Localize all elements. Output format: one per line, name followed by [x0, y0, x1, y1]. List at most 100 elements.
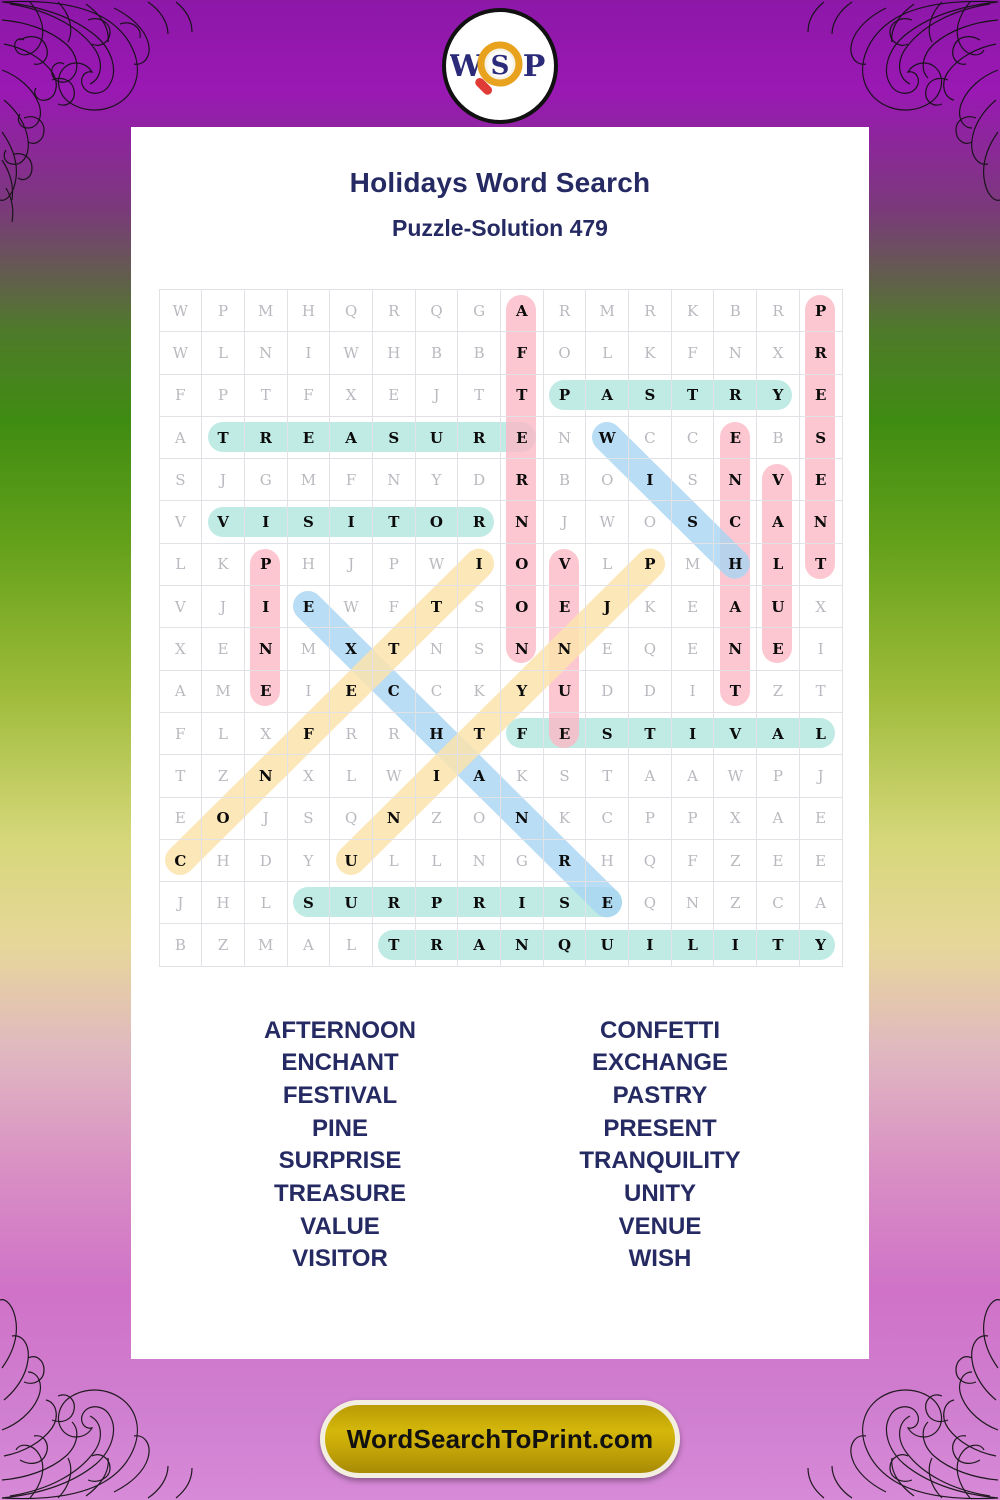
grid-cell[interactable]: P: [670, 796, 715, 840]
grid-cell[interactable]: Y: [500, 669, 544, 713]
grid-cell[interactable]: P: [542, 373, 587, 417]
grid-cell[interactable]: E: [798, 838, 843, 883]
grid-cell[interactable]: U: [329, 881, 373, 925]
grid-cell[interactable]: R: [243, 415, 288, 460]
grid-cell[interactable]: C: [670, 415, 715, 460]
grid-cell[interactable]: V: [201, 500, 245, 544]
grid-cell[interactable]: O: [457, 796, 501, 840]
grid-cell[interactable]: O: [201, 796, 245, 840]
grid-cell[interactable]: Z: [713, 881, 758, 925]
grid-cell[interactable]: T: [798, 669, 843, 713]
grid-cell[interactable]: O: [628, 500, 672, 544]
grid-cell[interactable]: N: [713, 627, 758, 671]
grid-cell[interactable]: S: [542, 754, 587, 798]
grid-cell[interactable]: Q: [329, 288, 373, 333]
grid-cell[interactable]: S: [542, 881, 587, 925]
grid-cell[interactable]: Z: [414, 796, 459, 840]
grid-cell[interactable]: B: [414, 331, 459, 375]
grid-cell[interactable]: E: [670, 585, 715, 629]
grid-cell[interactable]: T: [457, 711, 501, 756]
grid-cell[interactable]: X: [756, 331, 800, 375]
grid-cell[interactable]: I: [329, 500, 373, 544]
grid-cell[interactable]: Z: [713, 838, 758, 883]
grid-cell[interactable]: T: [585, 754, 630, 798]
grid-cell[interactable]: T: [670, 373, 715, 417]
grid-cell[interactable]: B: [756, 415, 800, 460]
grid-cell[interactable]: X: [329, 627, 373, 671]
grid-cell[interactable]: A: [798, 881, 843, 925]
grid-cell[interactable]: P: [414, 881, 459, 925]
grid-cell[interactable]: C: [414, 669, 459, 713]
grid-cell[interactable]: L: [201, 331, 245, 375]
grid-cell[interactable]: I: [286, 331, 331, 375]
grid-cell[interactable]: N: [542, 415, 587, 460]
grid-cell[interactable]: F: [158, 373, 203, 417]
grid-cell[interactable]: E: [756, 838, 800, 883]
grid-cell[interactable]: F: [371, 585, 416, 629]
grid-cell[interactable]: M: [286, 627, 331, 671]
grid-cell[interactable]: X: [158, 627, 203, 671]
grid-cell[interactable]: J: [201, 585, 245, 629]
grid-cell[interactable]: N: [243, 754, 288, 798]
grid-cell[interactable]: L: [329, 923, 373, 967]
grid-cell[interactable]: S: [628, 373, 672, 417]
grid-cell[interactable]: J: [542, 500, 587, 544]
grid-cell[interactable]: U: [585, 923, 630, 967]
grid-cell[interactable]: H: [414, 711, 459, 756]
grid-cell[interactable]: S: [585, 711, 630, 756]
grid-cell[interactable]: F: [158, 711, 203, 756]
grid-cell[interactable]: D: [585, 669, 630, 713]
grid-cell[interactable]: A: [628, 754, 672, 798]
grid-cell[interactable]: T: [243, 373, 288, 417]
grid-cell[interactable]: N: [243, 331, 288, 375]
grid-cell[interactable]: E: [798, 796, 843, 840]
grid-cell[interactable]: M: [243, 288, 288, 333]
grid-cell[interactable]: A: [670, 754, 715, 798]
grid-cell[interactable]: P: [243, 542, 288, 587]
grid-cell[interactable]: N: [798, 500, 843, 544]
grid-cell[interactable]: A: [756, 796, 800, 840]
grid-cell[interactable]: X: [286, 754, 331, 798]
grid-cell[interactable]: F: [670, 838, 715, 883]
grid-cell[interactable]: N: [243, 627, 288, 671]
grid-cell[interactable]: F: [670, 331, 715, 375]
grid-cell[interactable]: L: [414, 838, 459, 883]
grid-cell[interactable]: E: [371, 373, 416, 417]
grid-cell[interactable]: F: [500, 711, 544, 756]
grid-cell[interactable]: T: [371, 500, 416, 544]
grid-cell[interactable]: W: [371, 754, 416, 798]
grid-cell[interactable]: Q: [628, 627, 672, 671]
grid-cell[interactable]: S: [457, 585, 501, 629]
grid-cell[interactable]: T: [457, 373, 501, 417]
grid-cell[interactable]: H: [371, 331, 416, 375]
grid-cell[interactable]: H: [286, 288, 331, 333]
grid-cell[interactable]: X: [243, 711, 288, 756]
grid-cell[interactable]: F: [329, 458, 373, 502]
grid-cell[interactable]: J: [243, 796, 288, 840]
grid-cell[interactable]: M: [670, 542, 715, 587]
grid-cell[interactable]: Q: [329, 796, 373, 840]
grid-cell[interactable]: O: [542, 331, 587, 375]
grid-cell[interactable]: T: [798, 542, 843, 587]
grid-cell[interactable]: N: [713, 331, 758, 375]
grid-cell[interactable]: Z: [201, 754, 245, 798]
grid-cell[interactable]: E: [329, 669, 373, 713]
grid-cell[interactable]: V: [542, 542, 587, 587]
grid-cell[interactable]: N: [500, 796, 544, 840]
grid-cell[interactable]: I: [798, 627, 843, 671]
grid-cell[interactable]: U: [329, 838, 373, 883]
grid-cell[interactable]: R: [713, 373, 758, 417]
grid-cell[interactable]: M: [243, 923, 288, 967]
grid-cell[interactable]: C: [628, 415, 672, 460]
grid-cell[interactable]: N: [542, 627, 587, 671]
grid-cell[interactable]: L: [756, 542, 800, 587]
grid-cell[interactable]: W: [329, 331, 373, 375]
grid-cell[interactable]: J: [798, 754, 843, 798]
grid-cell[interactable]: I: [628, 458, 672, 502]
grid-cell[interactable]: E: [585, 881, 630, 925]
grid-cell[interactable]: S: [158, 458, 203, 502]
grid-cell[interactable]: X: [798, 585, 843, 629]
grid-cell[interactable]: E: [756, 627, 800, 671]
grid-cell[interactable]: M: [201, 669, 245, 713]
grid-cell[interactable]: I: [713, 923, 758, 967]
